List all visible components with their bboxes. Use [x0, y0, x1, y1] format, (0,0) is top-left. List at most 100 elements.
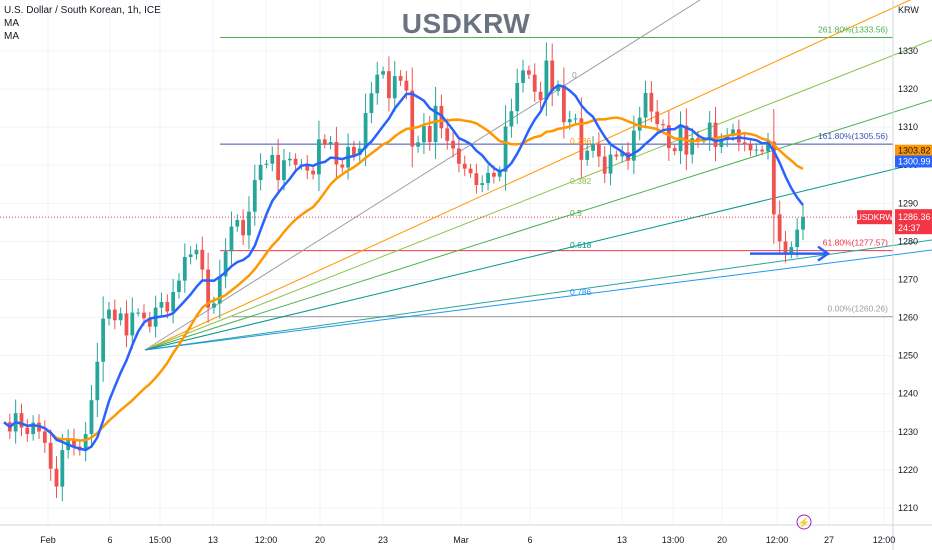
- candle-body: [637, 117, 642, 131]
- candle-body: [206, 269, 211, 308]
- fan-label: 0.382: [570, 176, 592, 186]
- time-tick-label: 13:00: [662, 535, 685, 545]
- arrow-head: [817, 245, 831, 262]
- time-axis[interactable]: Feb 6 15:00 13 12:00 20 23 Mar 6 13 13:00 20 12:00 27…: [0, 514, 932, 545]
- candle-body: [433, 105, 438, 143]
- candle-body: [690, 138, 695, 155]
- price-tick-label: 1220: [898, 465, 918, 475]
- symbol-tag-label: USDKRW: [856, 212, 894, 222]
- fan-label: 0.618: [570, 240, 592, 250]
- candle-body: [142, 312, 146, 319]
- price-axis[interactable]: KRW 1210 1220 1230 1240 1250 1260 1270 1280 1290 1…: [892, 0, 919, 550]
- candle-body: [317, 139, 321, 175]
- price-tick-label: 1330: [898, 46, 918, 56]
- candle-body: [381, 71, 385, 75]
- candle-body: [387, 71, 391, 99]
- candle-body: [771, 141, 776, 215]
- candle-body: [719, 140, 724, 147]
- price-tick-label: 1260: [898, 313, 918, 323]
- indicator-ma-2[interactable]: MA: [4, 31, 19, 42]
- candle-body: [801, 217, 805, 230]
- ma-slow-tag: [895, 144, 932, 157]
- ma-fast-tag: [895, 155, 932, 168]
- candle-body: [457, 148, 461, 164]
- candle-body: [112, 309, 117, 321]
- price-tick-label: 1240: [898, 389, 918, 399]
- candle-body: [666, 125, 671, 149]
- candle-body: [60, 450, 65, 487]
- fan-line: [144, 0, 701, 351]
- fan-line: [144, 159, 932, 351]
- fibonacci-fan: [144, 0, 932, 351]
- candle-body: [287, 158, 292, 161]
- candle-body: [509, 111, 514, 127]
- price-tick-label: 1230: [898, 427, 918, 437]
- grid-lines: [0, 0, 893, 525]
- candlesticks: [7, 42, 805, 502]
- price-tick-label: 1290: [898, 198, 918, 208]
- moving-averages: [3, 83, 804, 452]
- symbol-line: U.S. Dollar / South Korean, 1h, ICE: [4, 5, 161, 16]
- candle-body: [451, 140, 455, 149]
- fan-line: [144, 249, 932, 351]
- candle-body: [602, 156, 607, 174]
- candle-body: [247, 211, 251, 236]
- candle-body: [404, 80, 409, 91]
- candle-body: [614, 154, 619, 157]
- time-tick-label: 6: [107, 535, 112, 545]
- fan-label: 0.5: [570, 208, 582, 218]
- time-tick-label: 20: [315, 535, 325, 545]
- candle-body: [235, 220, 240, 227]
- candle-body: [579, 118, 584, 160]
- candle-body: [171, 292, 176, 312]
- lightning-icon[interactable]: [796, 514, 812, 530]
- candle-body: [264, 163, 269, 165]
- candle-body: [573, 118, 578, 120]
- candle-body: [655, 111, 660, 125]
- bar-countdown: 24:37: [898, 223, 921, 233]
- candle-body: [311, 170, 315, 175]
- candle-body: [352, 146, 356, 155]
- last-price-value: 1286.36: [898, 212, 931, 222]
- candle-body: [585, 150, 590, 160]
- ma-fast-value: 1300.99: [898, 156, 931, 166]
- time-tick-label: 13: [208, 535, 218, 545]
- indicator-ma-1[interactable]: MA: [4, 18, 19, 29]
- candle-body: [538, 91, 543, 100]
- fan-label: 0.786: [570, 287, 592, 297]
- candle-body: [258, 164, 263, 181]
- time-tick-label: 13: [617, 535, 627, 545]
- candle-body: [136, 312, 141, 314]
- price-tick-label: 1270: [898, 274, 918, 284]
- candle-body: [544, 60, 549, 100]
- candle-body: [282, 160, 286, 181]
- candle-body: [270, 154, 275, 164]
- chart-legend[interactable]: U.S. Dollar / South Korean, 1h, ICE MA M…: [4, 4, 161, 43]
- candle-body: [515, 82, 520, 112]
- candle-body: [596, 143, 601, 157]
- price-tick-label: 1280: [898, 236, 918, 246]
- candle-body: [101, 318, 106, 362]
- candle-body: [89, 400, 94, 435]
- fib-level-label: 161.80%(1305.56): [818, 131, 888, 141]
- time-tick-label: 15:00: [149, 535, 172, 545]
- fan-line: [144, 39, 932, 351]
- candle-body: [252, 180, 257, 212]
- ma-fast-line: [3, 83, 804, 452]
- fib-level-label: 261.80%(1333.56): [818, 24, 888, 34]
- candle-body: [200, 249, 205, 270]
- candle-body: [497, 171, 502, 177]
- fib-level-label: 0.00%(1260.26): [828, 304, 889, 314]
- candle-body: [608, 154, 613, 174]
- candle-body: [492, 172, 496, 177]
- candle-body: [643, 92, 648, 118]
- candle-body: [748, 144, 753, 151]
- candle-body: [392, 76, 397, 99]
- candle-body: [731, 129, 735, 136]
- candle-body: [54, 468, 59, 487]
- candle-body: [130, 312, 135, 336]
- candle-body: [561, 85, 566, 123]
- time-tick-label: Feb: [40, 535, 56, 545]
